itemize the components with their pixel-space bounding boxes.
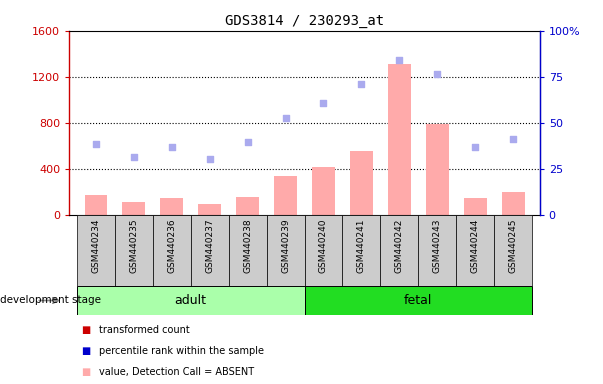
Title: GDS3814 / 230293_at: GDS3814 / 230293_at bbox=[225, 14, 384, 28]
Text: development stage: development stage bbox=[0, 295, 101, 306]
Text: GSM440235: GSM440235 bbox=[129, 218, 138, 273]
Bar bbox=[77, 215, 115, 286]
Text: ■: ■ bbox=[81, 346, 90, 356]
Text: ■: ■ bbox=[81, 325, 90, 335]
Text: value, Detection Call = ABSENT: value, Detection Call = ABSENT bbox=[99, 367, 254, 377]
Bar bbox=[84, 195, 107, 215]
Point bbox=[394, 56, 404, 63]
Point bbox=[205, 156, 215, 162]
Bar bbox=[502, 192, 525, 215]
Text: fetal: fetal bbox=[404, 294, 432, 307]
Bar bbox=[160, 198, 183, 215]
Text: GSM440245: GSM440245 bbox=[509, 218, 517, 273]
Bar bbox=[274, 176, 297, 215]
Text: GSM440238: GSM440238 bbox=[243, 218, 252, 273]
Bar bbox=[426, 124, 449, 215]
Point bbox=[281, 115, 291, 121]
Bar bbox=[198, 204, 221, 215]
Text: GSM440234: GSM440234 bbox=[92, 218, 100, 273]
Point bbox=[508, 136, 518, 142]
Text: GSM440237: GSM440237 bbox=[205, 218, 214, 273]
Bar bbox=[418, 215, 456, 286]
Point bbox=[243, 139, 253, 146]
Point bbox=[129, 154, 139, 161]
Bar bbox=[229, 215, 267, 286]
Text: GSM440239: GSM440239 bbox=[281, 218, 290, 273]
Bar bbox=[388, 64, 411, 215]
Bar bbox=[236, 197, 259, 215]
Text: GSM440244: GSM440244 bbox=[471, 218, 480, 273]
Point bbox=[91, 141, 101, 147]
Text: ■: ■ bbox=[81, 367, 90, 377]
Bar bbox=[267, 215, 305, 286]
Point bbox=[167, 144, 177, 150]
Bar bbox=[464, 198, 487, 215]
Point bbox=[432, 71, 442, 78]
Bar bbox=[153, 215, 191, 286]
Point bbox=[356, 81, 366, 87]
Bar bbox=[77, 286, 305, 315]
Bar bbox=[380, 215, 418, 286]
Text: percentile rank within the sample: percentile rank within the sample bbox=[99, 346, 265, 356]
Bar bbox=[122, 202, 145, 215]
Bar bbox=[115, 215, 153, 286]
Text: GSM440240: GSM440240 bbox=[319, 218, 328, 273]
Point bbox=[470, 144, 480, 150]
Text: GSM440243: GSM440243 bbox=[433, 218, 442, 273]
Bar bbox=[494, 215, 532, 286]
Bar bbox=[191, 215, 229, 286]
Text: GSM440241: GSM440241 bbox=[357, 218, 366, 273]
Bar bbox=[305, 286, 532, 315]
Bar bbox=[350, 151, 373, 215]
Bar bbox=[343, 215, 380, 286]
Bar bbox=[456, 215, 494, 286]
Text: adult: adult bbox=[175, 294, 207, 307]
Point bbox=[318, 100, 328, 106]
Text: GSM440236: GSM440236 bbox=[167, 218, 176, 273]
Bar bbox=[312, 167, 335, 215]
Text: transformed count: transformed count bbox=[99, 325, 190, 335]
Text: GSM440242: GSM440242 bbox=[395, 218, 404, 273]
Bar bbox=[305, 215, 343, 286]
